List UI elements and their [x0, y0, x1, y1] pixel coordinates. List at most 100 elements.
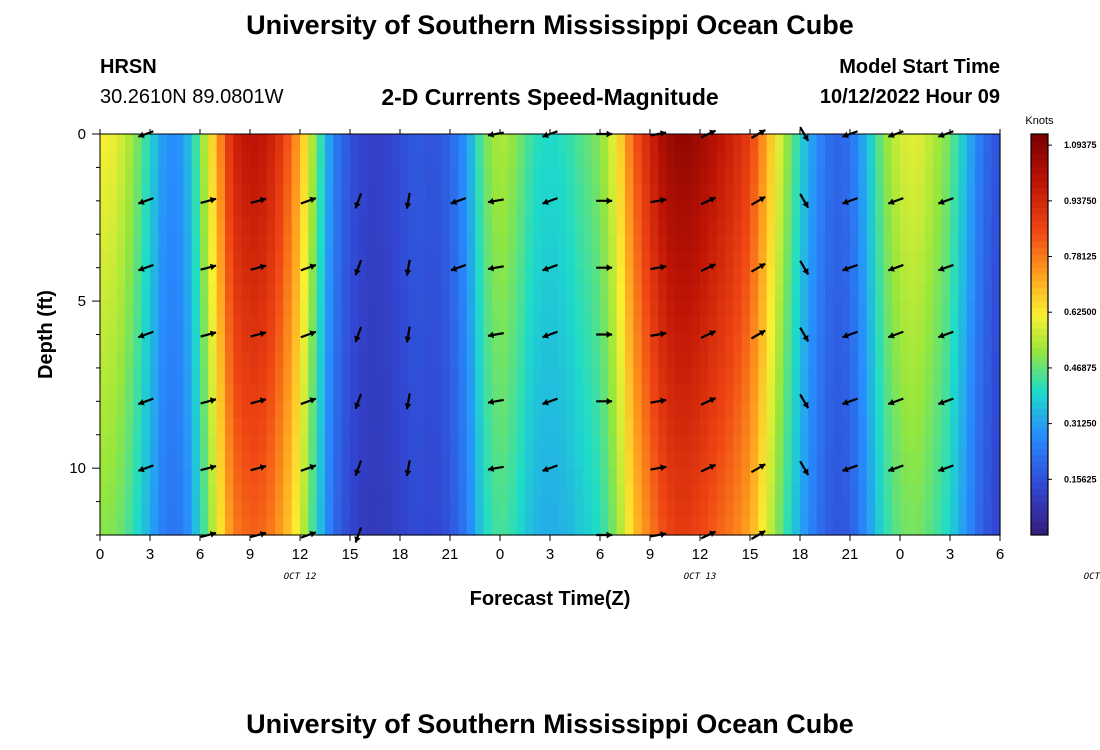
colorbar-segment [1031, 274, 1048, 282]
heatmap-cell [191, 367, 201, 386]
heatmap-cell [850, 401, 859, 419]
current-vector [137, 197, 154, 205]
heatmap-cell [708, 184, 718, 202]
heatmap-cell [800, 384, 809, 402]
vector-head [888, 465, 895, 473]
heatmap-cell [750, 150, 759, 169]
heatmap-cell [125, 234, 134, 252]
heatmap-cell [350, 501, 359, 519]
heatmap-cell [541, 434, 551, 453]
heatmap-cell [958, 367, 968, 386]
heatmap-cell [550, 384, 559, 402]
vector-head [842, 332, 849, 339]
vector-head [138, 265, 145, 272]
heatmap-cell [283, 367, 293, 386]
heatmap-cell [416, 468, 426, 486]
heatmap-cell [333, 501, 343, 519]
heatmap-cell [616, 267, 626, 285]
heatmap-cell [233, 401, 243, 419]
colorbar-segment [1031, 448, 1048, 456]
heatmap-cell [508, 284, 518, 302]
heatmap-cell [591, 501, 601, 519]
heatmap-cell [208, 501, 218, 519]
heatmap-cell [125, 351, 134, 369]
heatmap-cell [100, 334, 109, 352]
heatmap-cell [816, 200, 826, 219]
heatmap-cell [508, 267, 518, 285]
heatmap-cell [675, 301, 684, 319]
heatmap-cell [366, 401, 376, 419]
heatmap-cell [483, 351, 493, 369]
heatmap-cell [891, 200, 901, 219]
heatmap-cell [108, 217, 118, 235]
current-vector [404, 460, 412, 477]
heatmap-cell [825, 317, 834, 336]
heatmap-cell [900, 451, 909, 469]
current-vector [487, 331, 504, 339]
heatmap-cell [250, 351, 259, 369]
heatmap-cell [283, 134, 293, 152]
heatmap-cell [875, 418, 884, 436]
colorbar-segment [1031, 247, 1048, 255]
heatmap-cell [466, 401, 476, 419]
heatmap-cell [408, 250, 418, 269]
heatmap-cell [441, 468, 451, 486]
heatmap-cell [358, 134, 368, 152]
heatmap-cell [233, 367, 243, 386]
heatmap-cell [841, 317, 851, 336]
heatmap-cell [675, 184, 684, 202]
heatmap-cell [258, 150, 268, 169]
heatmap-cell [550, 200, 559, 219]
heatmap-cell [100, 518, 109, 536]
heatmap-cell [333, 367, 343, 386]
heatmap-cell [991, 267, 1001, 285]
heatmap-cell [691, 234, 701, 252]
heatmap-cell [575, 284, 584, 302]
heatmap-cell [325, 418, 334, 436]
heatmap-cell [958, 501, 968, 519]
colorbar-segment [1031, 154, 1048, 162]
heatmap-cell [941, 484, 951, 503]
heatmap-cell [775, 484, 784, 503]
heatmap-cell [700, 367, 709, 386]
heatmap-cell [675, 484, 684, 503]
heatmap-cell [883, 401, 893, 419]
colorbar-segment [1031, 294, 1048, 302]
heatmap-cell [266, 150, 276, 169]
heatmap-cell [825, 134, 834, 152]
heatmap-cell [958, 518, 968, 536]
colorbar-segment [1031, 468, 1048, 476]
heatmap-cell [100, 200, 109, 219]
heatmap-cell [900, 317, 909, 336]
heatmap-cell [833, 468, 843, 486]
heatmap-cell [866, 217, 876, 235]
heatmap-cell [233, 501, 243, 519]
vector-head [487, 331, 495, 339]
heatmap-cell [758, 167, 768, 185]
heatmap-cell [291, 217, 301, 235]
heatmap-cell [150, 217, 159, 235]
heatmap-cell [466, 418, 476, 436]
vector-head [709, 530, 716, 538]
heatmap-cell [283, 217, 293, 235]
current-vector [542, 397, 558, 406]
heatmap-cell [416, 484, 426, 503]
heatmap-cell [425, 167, 434, 185]
current-vector [354, 259, 363, 276]
heatmap-cell [491, 418, 501, 436]
heatmap-cell [433, 484, 443, 503]
heatmap-cell [150, 434, 159, 453]
heatmap-cell [825, 468, 834, 486]
heatmap-cell [975, 234, 984, 252]
heatmap-cell [508, 184, 518, 202]
heatmap-cell [716, 351, 726, 369]
heatmap-cell [225, 384, 234, 402]
heatmap-cell [675, 434, 684, 453]
heatmap-cell [441, 401, 451, 419]
heatmap-cell [341, 200, 351, 219]
colorbar-segment [1031, 327, 1048, 335]
heatmap-cell [750, 518, 759, 536]
heatmap-cell [600, 250, 609, 269]
y-tick-label: 0 [78, 126, 86, 143]
heatmap-cell [900, 234, 909, 252]
